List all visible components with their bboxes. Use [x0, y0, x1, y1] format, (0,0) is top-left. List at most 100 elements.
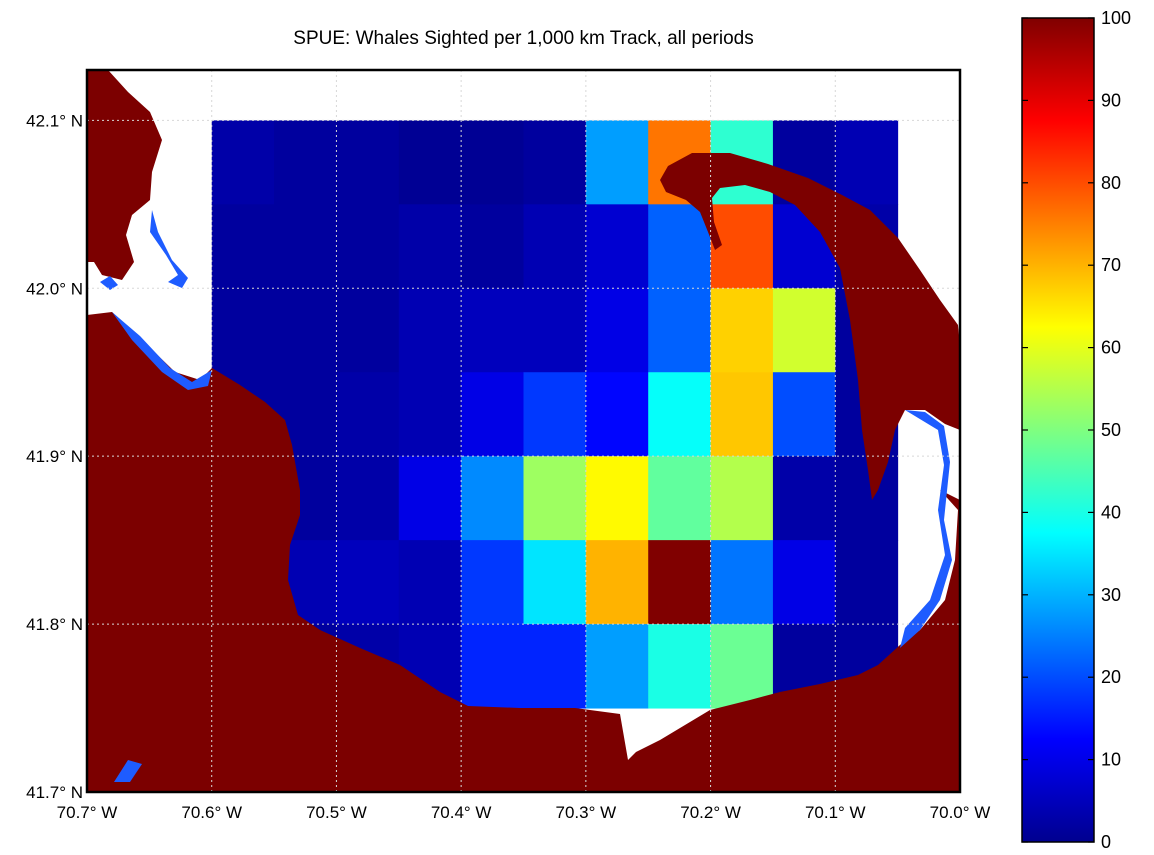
y-tick-label: 41.7° N — [26, 783, 83, 802]
heatmap-cell — [585, 204, 649, 289]
heatmap-cell — [461, 120, 524, 205]
heatmap-cell — [710, 204, 774, 289]
heatmap-cell — [835, 120, 899, 205]
colorbar-tick-label: 50 — [1101, 420, 1121, 440]
heatmap-cell — [523, 372, 587, 457]
land-west-shore — [87, 312, 960, 792]
heatmap-cell — [648, 204, 712, 289]
heatmap-cell — [336, 372, 400, 457]
x-tick-label: 70.6° W — [181, 803, 242, 822]
heatmap-cell — [835, 540, 899, 625]
colorbar-tick-label: 80 — [1101, 173, 1121, 193]
heatmap-cells — [211, 120, 899, 709]
heatmap-cell — [835, 456, 899, 541]
heatmap-cell — [648, 372, 712, 457]
heatmap-cell — [523, 120, 587, 205]
heatmap-cell — [523, 624, 587, 709]
heatmap-cell — [710, 372, 774, 457]
heatmap-cell — [648, 624, 712, 709]
y-axis-ticks: 42.1° N 42.0° N 41.9° N 41.8° N 41.7° N — [26, 111, 83, 802]
colorbar-tick-label: 60 — [1101, 338, 1121, 358]
x-tick-label: 70.1° W — [805, 803, 866, 822]
heatmap-cell — [523, 288, 587, 373]
heatmap-cell — [336, 204, 400, 289]
heatmap-cell — [398, 120, 462, 205]
heatmap-cell — [398, 540, 462, 625]
water-southwest-inlet — [114, 760, 142, 782]
heatmap-cell — [710, 456, 774, 541]
heatmap-cell — [461, 624, 524, 709]
heatmap-cell — [648, 540, 712, 625]
x-tick-label: 70.4° W — [431, 803, 492, 822]
heatmap-cell — [461, 456, 524, 541]
colorbar-gradient — [1021, 17, 1095, 843]
heatmap-cell — [523, 540, 587, 625]
colorbar-tick-label: 70 — [1101, 255, 1121, 275]
heatmap-cell — [211, 120, 275, 205]
heatmap-cell — [336, 456, 400, 541]
chart-title: SPUE: Whales Sighted per 1,000 km Track,… — [293, 28, 754, 49]
x-tick-label: 70.3° W — [556, 803, 617, 822]
heatmap-cell — [772, 372, 836, 457]
heatmap-cell — [461, 372, 524, 457]
land-cape-cod-arm — [660, 153, 960, 500]
land-northwest-shore — [87, 70, 162, 280]
heatmap-cell — [772, 540, 836, 625]
plot-frame — [85, 68, 962, 794]
x-tick-label: 70.0° W — [930, 803, 991, 822]
colorbar-tick-label: 0 — [1101, 832, 1111, 852]
heatmap-cell — [710, 540, 774, 625]
heatmap-cell — [772, 456, 836, 541]
colorbar-tick-label: 20 — [1101, 667, 1121, 687]
x-tick-label: 70.2° W — [680, 803, 741, 822]
heatmap-cell — [585, 372, 649, 457]
heatmap-cell — [648, 456, 712, 541]
heatmap-cell — [398, 372, 462, 457]
heatmap-cell — [398, 204, 462, 289]
heatmap-cell — [710, 624, 774, 709]
water-layer — [100, 210, 952, 782]
x-tick-label: 70.7° W — [57, 803, 118, 822]
heatmap-cell — [211, 288, 275, 373]
water-outer-cape-shore — [900, 410, 952, 648]
heatmap-cell — [274, 288, 337, 373]
water-duxbury-channel — [150, 210, 188, 288]
colorbar: 0 10 20 30 40 50 60 70 80 90 100 — [1021, 8, 1131, 852]
heatmap-cell — [648, 288, 712, 373]
heatmap-cell — [274, 120, 337, 205]
heatmap-cell — [710, 288, 774, 373]
colorbar-tick-label: 30 — [1101, 585, 1121, 605]
heatmap-cell — [336, 120, 400, 205]
heatmap-cell — [523, 456, 587, 541]
heatmap-cell — [336, 288, 400, 373]
x-tick-label: 70.5° W — [306, 803, 367, 822]
heatmap-cell — [772, 288, 836, 373]
heatmap-cell — [461, 204, 524, 289]
heatmap-cell — [523, 204, 587, 289]
heatmap-cell — [274, 204, 337, 289]
heatmap-cell — [461, 288, 524, 373]
heatmap-cell — [336, 540, 400, 625]
grid-lines — [87, 70, 960, 792]
y-tick-label: 41.9° N — [26, 447, 83, 466]
colorbar-tick-label: 10 — [1101, 750, 1121, 770]
y-tick-label: 42.0° N — [26, 279, 83, 298]
colorbar-tick-label: 100 — [1101, 8, 1131, 28]
water-west-channel — [100, 276, 118, 290]
y-tick-label: 42.1° N — [26, 111, 83, 130]
heatmap-cell — [461, 540, 524, 625]
heatmap-cell — [585, 624, 649, 709]
colorbar-ticks: 0 10 20 30 40 50 60 70 80 90 100 — [1022, 8, 1131, 852]
colorbar-tick-label: 90 — [1101, 90, 1121, 110]
heatmap-cell — [398, 456, 462, 541]
heatmap-cell — [585, 540, 649, 625]
water-plymouth-shore — [112, 312, 212, 390]
x-axis-ticks: 70.7° W 70.6° W 70.5° W 70.4° W 70.3° W 70.2°… — [57, 803, 991, 822]
heatmap-cell — [585, 288, 649, 373]
heatmap-cell — [585, 120, 649, 205]
y-tick-label: 41.8° N — [26, 615, 83, 634]
heatmap-cell — [211, 204, 275, 289]
heatmap-cell — [585, 456, 649, 541]
heatmap-cell — [398, 288, 462, 373]
